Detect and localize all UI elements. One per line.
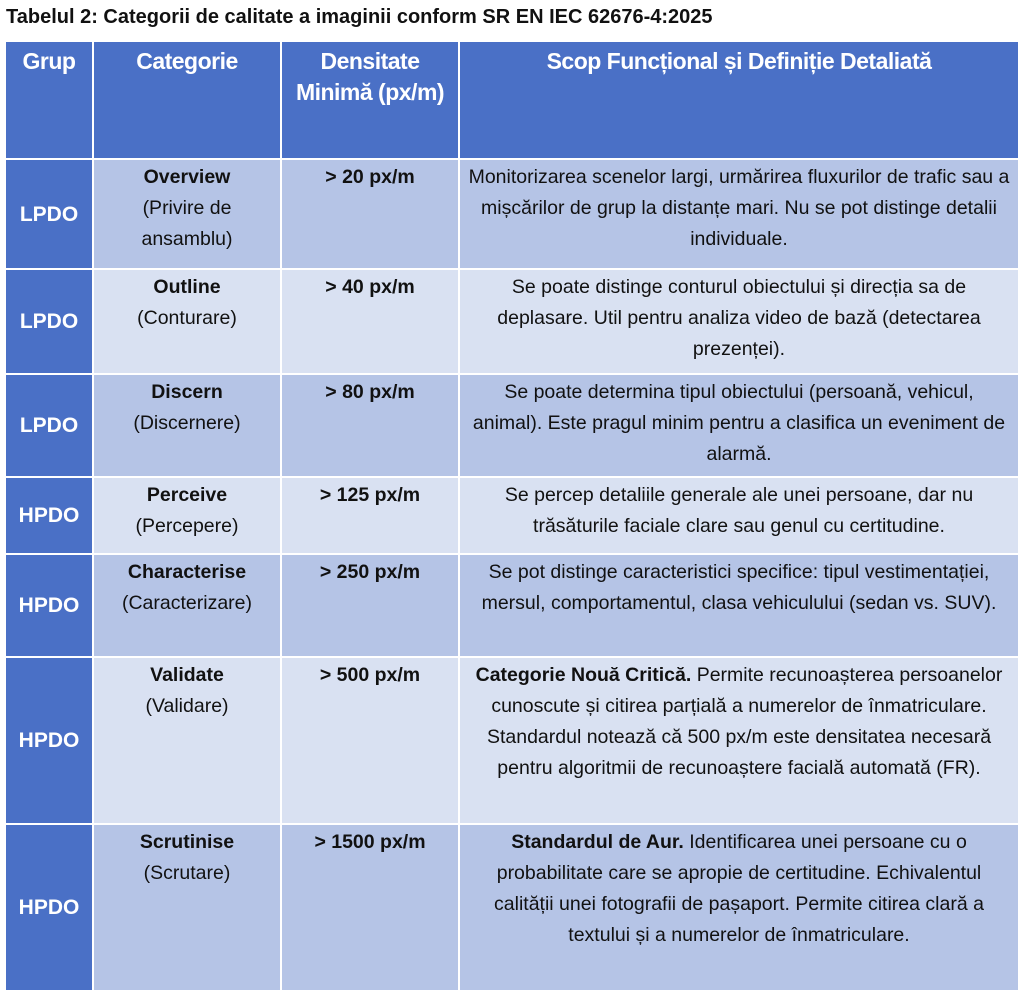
category-translation: (Conturare) [137, 307, 237, 329]
category-name: Scrutinise [139, 831, 235, 853]
group-cell: HPDO [4, 553, 94, 658]
header-cell: Densitate Minimă (px/m) [280, 40, 460, 160]
header-text: Densitate Minimă (px/m) [295, 48, 445, 105]
group-cell: LPDO [4, 158, 94, 270]
category-cell: Overview (Privire de ansamblu) [92, 158, 282, 270]
table-title: Tabelul 2: Categorii de calitate a imagi… [6, 6, 713, 28]
description-cell: Se pot distinge caracteristici specifice… [458, 553, 1020, 658]
category-name: Outline [153, 276, 221, 298]
category-translation: (Scrutare) [143, 862, 231, 884]
header-cell: Scop Funcțional și Definiție Detaliată [458, 40, 1020, 160]
category-name: Validate [150, 664, 224, 686]
quality-table: Grup Categorie Densitate Minimă (px/m) Scop… [4, 40, 1020, 992]
description-text: Se poate distinge conturul obiectului și… [497, 276, 981, 360]
header-cell: Grup [4, 40, 94, 160]
density-cell: > 80 px/m [280, 373, 460, 478]
description-lead: Standardul de Aur. [511, 831, 684, 853]
category-name: Discern [151, 381, 223, 403]
category-name: Overview [143, 166, 231, 188]
density-cell: > 500 px/m [280, 656, 460, 825]
description-text: Permite recunoașterea persoanelor cunosc… [486, 664, 1003, 779]
category-cell: Scrutinise (Scrutare) [92, 823, 282, 992]
category-translation: (Privire de ansamblu) [141, 197, 233, 250]
description-cell: Se poate distinge conturul obiectului și… [458, 268, 1020, 375]
table-row: LPDO Outline (Conturare) > 40 px/m Se poate … [4, 268, 1020, 375]
description-text: Monitorizarea scenelor largi, urmărirea … [468, 166, 1010, 250]
group-cell: LPDO [4, 373, 94, 478]
density-cell: > 250 px/m [280, 553, 460, 658]
description-cell: Standardul de Aur. Identificarea unei pe… [458, 823, 1020, 992]
category-name: Perceive [146, 484, 228, 506]
table-row: HPDO Validate (Validare) > 500 px/m Categori… [4, 656, 1020, 825]
category-cell: Validate (Validare) [92, 656, 282, 825]
category-cell: Characterise (Caracterizare) [92, 553, 282, 658]
table-row: HPDO Characterise (Caracterizare) > 250 px/… [4, 553, 1020, 658]
description-text: Se percep detaliile generale ale unei pe… [504, 484, 974, 537]
density-cell: > 125 px/m [280, 476, 460, 555]
description-cell: Se poate determina tipul obiectului (per… [458, 373, 1020, 478]
description-text: Se pot distinge caracteristici specifice… [481, 561, 997, 614]
table-row: HPDO Perceive (Percepere) > 125 px/m Se perc… [4, 476, 1020, 555]
category-translation: (Validare) [145, 695, 229, 717]
group-cell: LPDO [4, 268, 94, 375]
table-body: LPDO Overview (Privire de ansamblu) > 20 px… [4, 158, 1020, 992]
category-cell: Discern (Discernere) [92, 373, 282, 478]
description-cell: Categorie Nouă Critică. Permite recunoaș… [458, 656, 1020, 825]
category-name: Characterise [127, 561, 247, 583]
table-row: LPDO Discern (Discernere) > 80 px/m Se poate… [4, 373, 1020, 478]
group-cell: HPDO [4, 656, 94, 825]
header-row: Grup Categorie Densitate Minimă (px/m) Scop… [4, 40, 1020, 160]
description-text: Se poate determina tipul obiectului (per… [472, 381, 1006, 465]
category-cell: Perceive (Percepere) [92, 476, 282, 555]
table-row: LPDO Overview (Privire de ansamblu) > 20 px… [4, 158, 1020, 270]
header-cell: Categorie [92, 40, 282, 160]
category-translation: (Percepere) [135, 515, 239, 537]
category-translation: (Discernere) [133, 412, 241, 434]
table-row: HPDO Scrutinise (Scrutare) > 1500 px/m Stand… [4, 823, 1020, 992]
density-cell: > 1500 px/m [280, 823, 460, 992]
group-cell: HPDO [4, 823, 94, 992]
category-translation: (Caracterizare) [121, 592, 253, 614]
category-cell: Outline (Conturare) [92, 268, 282, 375]
description-cell: Monitorizarea scenelor largi, urmărirea … [458, 158, 1020, 270]
header-text: Grup [22, 48, 76, 74]
density-cell: > 20 px/m [280, 158, 460, 270]
density-cell: > 40 px/m [280, 268, 460, 375]
header-text: Categorie [136, 48, 238, 74]
description-lead: Categorie Nouă Critică. [475, 664, 692, 686]
header-text: Scop Funcțional și Definiție Detaliată [546, 48, 932, 74]
description-cell: Se percep detaliile generale ale unei pe… [458, 476, 1020, 555]
group-cell: HPDO [4, 476, 94, 555]
description-text: Identificarea unei persoane cu o probabi… [494, 831, 984, 946]
